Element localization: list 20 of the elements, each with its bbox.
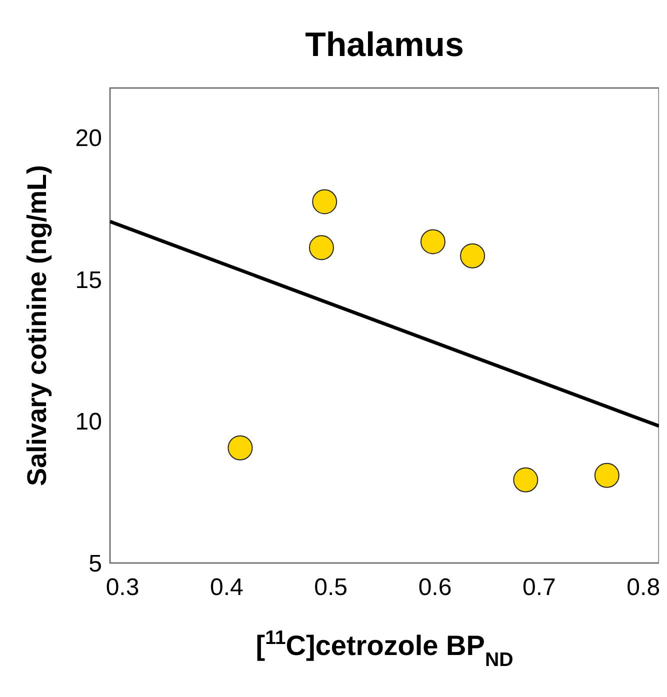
x-tick-label: 0.7: [522, 574, 556, 601]
y-tick-label: 5: [88, 550, 102, 578]
x-axis-title: [$^{11}$C]cetrozole BP$_{ND}$: [256, 627, 514, 671]
y-axis-title: Salivary cotinine (ng/mL): [22, 164, 52, 486]
point: [594, 462, 620, 488]
y-tick-label: 20: [75, 125, 102, 152]
point: [228, 435, 253, 460]
x-tick-label: 0.6: [418, 574, 452, 601]
x-tick-label: 0.3: [106, 574, 140, 601]
point: [420, 229, 446, 254]
point: [513, 467, 538, 492]
point: [312, 189, 338, 214]
y-tick-label: 10: [75, 408, 102, 436]
point: [308, 235, 334, 260]
point: [460, 243, 486, 268]
y-tick-label: 15: [75, 266, 102, 294]
x-tick-label: 0.8: [626, 574, 660, 601]
x-tick-label: 0.5: [314, 574, 348, 601]
chart-title: Thalamus: [305, 26, 464, 64]
x-tick-label: 0.4: [210, 574, 244, 601]
